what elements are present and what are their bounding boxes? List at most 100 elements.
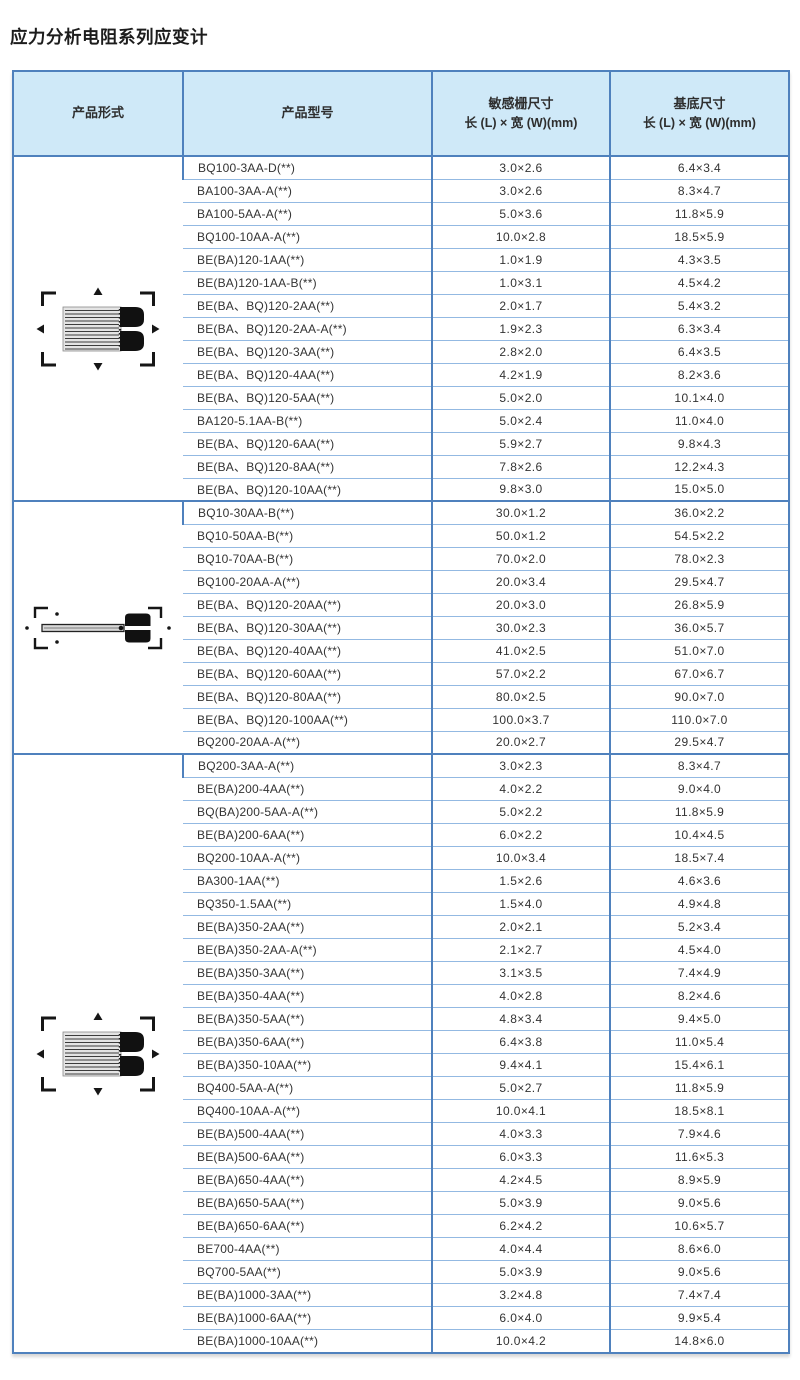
- product-model-cell: BE(BA)200-4AA(**): [183, 776, 432, 800]
- product-model-cell: BE(BA)350-3AA(**): [183, 960, 432, 984]
- grid-size-cell: 2.1×2.7: [431, 937, 610, 961]
- product-model-cell: BE(BA、BQ)120-3AA(**): [183, 339, 432, 363]
- grid-size-cell: 5.0×3.9: [431, 1190, 610, 1214]
- table-row: BE(BA、BQ)120-100AA(**) 100.0×3.7 110.0×7.0: [14, 707, 788, 731]
- grid-size-cell: 7.8×2.6: [431, 454, 610, 478]
- product-model-cell: BE(BA)120-1AA(**): [183, 247, 432, 271]
- base-size-cell: 11.8×5.9: [609, 799, 788, 823]
- product-model-cell: BE(BA)350-10AA(**): [183, 1052, 432, 1076]
- base-size-cell: 67.0×6.7: [609, 661, 788, 685]
- product-model-cell: BQ200-10AA-A(**): [183, 845, 432, 869]
- product-model-cell: BA100-3AA-A(**): [183, 178, 432, 202]
- base-size-cell: 9.9×5.4: [609, 1305, 788, 1329]
- foil-grid-gauge-icon: [36, 287, 160, 370]
- base-size-cell: 10.4×4.5: [609, 822, 788, 846]
- table-row: BQ200-20AA-A(**) 20.0×2.7 29.5×4.7: [14, 730, 788, 754]
- table-row: BQ200-3AA-A(**) 3.0×2.3 8.3×4.7: [14, 753, 788, 1352]
- grid-size-cell: 3.0×2.3: [431, 753, 610, 777]
- product-model-cell: BQ400-10AA-A(**): [183, 1098, 432, 1122]
- table-row: BA120-5.1AA-B(**) 5.0×2.4 11.0×4.0: [14, 408, 788, 432]
- product-model-cell: BQ100-3AA-D(**): [182, 156, 432, 179]
- table-row: BQ700-5AA(**) 5.0×3.9 9.0×5.6: [14, 1259, 788, 1283]
- base-size-cell: 11.8×5.9: [609, 201, 788, 225]
- base-size-cell: 4.5×4.0: [609, 937, 788, 961]
- header-base-size: 基底尺寸 长 (L) × 宽 (W)(mm): [609, 72, 788, 157]
- grid-size-cell: 100.0×3.7: [431, 707, 610, 731]
- table-row: BA100-3AA-A(**) 3.0×2.6 8.3×4.7: [14, 178, 788, 202]
- grid-size-cell: 2.8×2.0: [431, 339, 610, 363]
- header-base-size-title: 基底尺寸: [673, 95, 726, 111]
- product-model-cell: BE(BA、BQ)120-100AA(**): [183, 707, 432, 731]
- table-row: BE(BA、BQ)120-20AA(**) 20.0×3.0 26.8×5.9: [14, 592, 788, 616]
- product-model-cell: BQ200-20AA-A(**): [183, 730, 432, 754]
- grid-size-cell: 20.0×3.4: [431, 569, 610, 593]
- table-row: BE(BA)350-5AA(**) 4.8×3.4 9.4×5.0: [14, 1006, 788, 1030]
- table-row: BE(BA)500-6AA(**) 6.0×3.3 11.6×5.3: [14, 1144, 788, 1168]
- table-row: BE(BA、BQ)120-60AA(**) 57.0×2.2 67.0×6.7: [14, 661, 788, 685]
- base-size-cell: 9.0×5.6: [609, 1190, 788, 1214]
- grid-size-cell: 4.2×1.9: [431, 362, 610, 386]
- table-row: BE(BA)650-4AA(**) 4.2×4.5 8.9×5.9: [14, 1167, 788, 1191]
- grid-size-cell: 10.0×4.2: [431, 1328, 610, 1352]
- grid-size-cell: 3.2×4.8: [431, 1282, 610, 1306]
- table-row: BE(BA)120-1AA-B(**) 1.0×3.1 4.5×4.2: [14, 270, 788, 294]
- grid-size-cell: 10.0×2.8: [431, 224, 610, 248]
- product-model-cell: BE(BA、BQ)120-2AA-A(**): [183, 316, 432, 340]
- grid-size-cell: 3.0×2.6: [431, 156, 610, 179]
- product-model-cell: BE(BA)350-2AA-A(**): [183, 937, 432, 961]
- product-model-cell: BQ10-70AA-B(**): [183, 546, 432, 570]
- grid-size-cell: 9.4×4.1: [431, 1052, 610, 1076]
- base-size-cell: 9.8×4.3: [609, 431, 788, 455]
- table-row: BE(BA)650-5AA(**) 5.0×3.9 9.0×5.6: [14, 1190, 788, 1214]
- table-row: BQ200-10AA-A(**) 10.0×3.4 18.5×7.4: [14, 845, 788, 869]
- grid-size-cell: 30.0×1.2: [431, 500, 610, 524]
- table-row: BE(BA)200-4AA(**) 4.0×2.2 9.0×4.0: [14, 776, 788, 800]
- base-size-cell: 26.8×5.9: [609, 592, 788, 616]
- product-model-cell: BE(BA)1000-6AA(**): [183, 1305, 432, 1329]
- grid-size-cell: 1.0×3.1: [431, 270, 610, 294]
- grid-size-cell: 20.0×3.0: [431, 592, 610, 616]
- base-size-cell: 11.0×5.4: [609, 1029, 788, 1053]
- table-row: BE(BA)350-3AA(**) 3.1×3.5 7.4×4.9: [14, 960, 788, 984]
- table-row: BQ350-1.5AA(**) 1.5×4.0 4.9×4.8: [14, 891, 788, 915]
- product-model-cell: BE(BA、BQ)120-6AA(**): [183, 431, 432, 455]
- grid-size-cell: 41.0×2.5: [431, 638, 610, 662]
- table-row: BE(BA)500-4AA(**) 4.0×3.3 7.9×4.6: [14, 1121, 788, 1145]
- product-model-cell: BE(BA)500-6AA(**): [183, 1144, 432, 1168]
- grid-size-cell: 3.0×2.6: [431, 178, 610, 202]
- grid-size-cell: 70.0×2.0: [431, 546, 610, 570]
- grid-size-cell: 5.0×3.6: [431, 201, 610, 225]
- table-row: BE(BA、BQ)120-30AA(**) 30.0×2.3 36.0×5.7: [14, 615, 788, 639]
- table-row: BE(BA、BQ)120-3AA(**) 2.8×2.0 6.4×3.5: [14, 339, 788, 363]
- grid-size-cell: 30.0×2.3: [431, 615, 610, 639]
- table-row: BE(BA、BQ)120-4AA(**) 4.2×1.9 8.2×3.6: [14, 362, 788, 386]
- base-size-cell: 12.2×4.3: [609, 454, 788, 478]
- table-row: BE(BA)350-6AA(**) 6.4×3.8 11.0×5.4: [14, 1029, 788, 1053]
- product-model-cell: BQ10-50AA-B(**): [183, 523, 432, 547]
- product-model-cell: BQ400-5AA-A(**): [183, 1075, 432, 1099]
- base-size-cell: 8.2×3.6: [609, 362, 788, 386]
- grid-size-cell: 2.0×1.7: [431, 293, 610, 317]
- grid-size-cell: 6.0×3.3: [431, 1144, 610, 1168]
- page-title: 应力分析电阻系列应变计: [10, 27, 208, 47]
- header-grid-size-title: 敏感栅尺寸: [488, 95, 554, 111]
- base-size-cell: 7.9×4.6: [609, 1121, 788, 1145]
- product-model-cell: BE(BA、BQ)120-4AA(**): [183, 362, 432, 386]
- table-row: BE(BA)120-1AA(**) 1.0×1.9 4.3×3.5: [14, 247, 788, 271]
- grid-size-cell: 20.0×2.7: [431, 730, 610, 754]
- table-row: BA300-1AA(**) 1.5×2.6 4.6×3.6: [14, 868, 788, 892]
- table-row: BQ10-30AA-B(**) 30.0×1.2 36.0×2.2: [14, 500, 788, 754]
- product-model-cell: BQ10-30AA-B(**): [182, 500, 432, 524]
- table-body: BQ100-3AA-D(**) 3.0×2.6 6.4×3.4 BA100-3AA-A…: [14, 156, 788, 1352]
- product-model-cell: BQ100-20AA-A(**): [183, 569, 432, 593]
- product-model-cell: BA300-1AA(**): [183, 868, 432, 892]
- product-model-cell: BQ350-1.5AA(**): [183, 891, 432, 915]
- product-model-cell: BA100-5AA-A(**): [183, 201, 432, 225]
- product-form-cell: [14, 753, 183, 1352]
- product-model-cell: BE(BA)650-5AA(**): [183, 1190, 432, 1214]
- grid-size-cell: 6.4×3.8: [431, 1029, 610, 1053]
- grid-size-cell: 5.0×3.9: [431, 1259, 610, 1283]
- table-row: BE(BA、BQ)120-80AA(**) 80.0×2.5 90.0×7.0: [14, 684, 788, 708]
- base-size-cell: 4.3×3.5: [609, 247, 788, 271]
